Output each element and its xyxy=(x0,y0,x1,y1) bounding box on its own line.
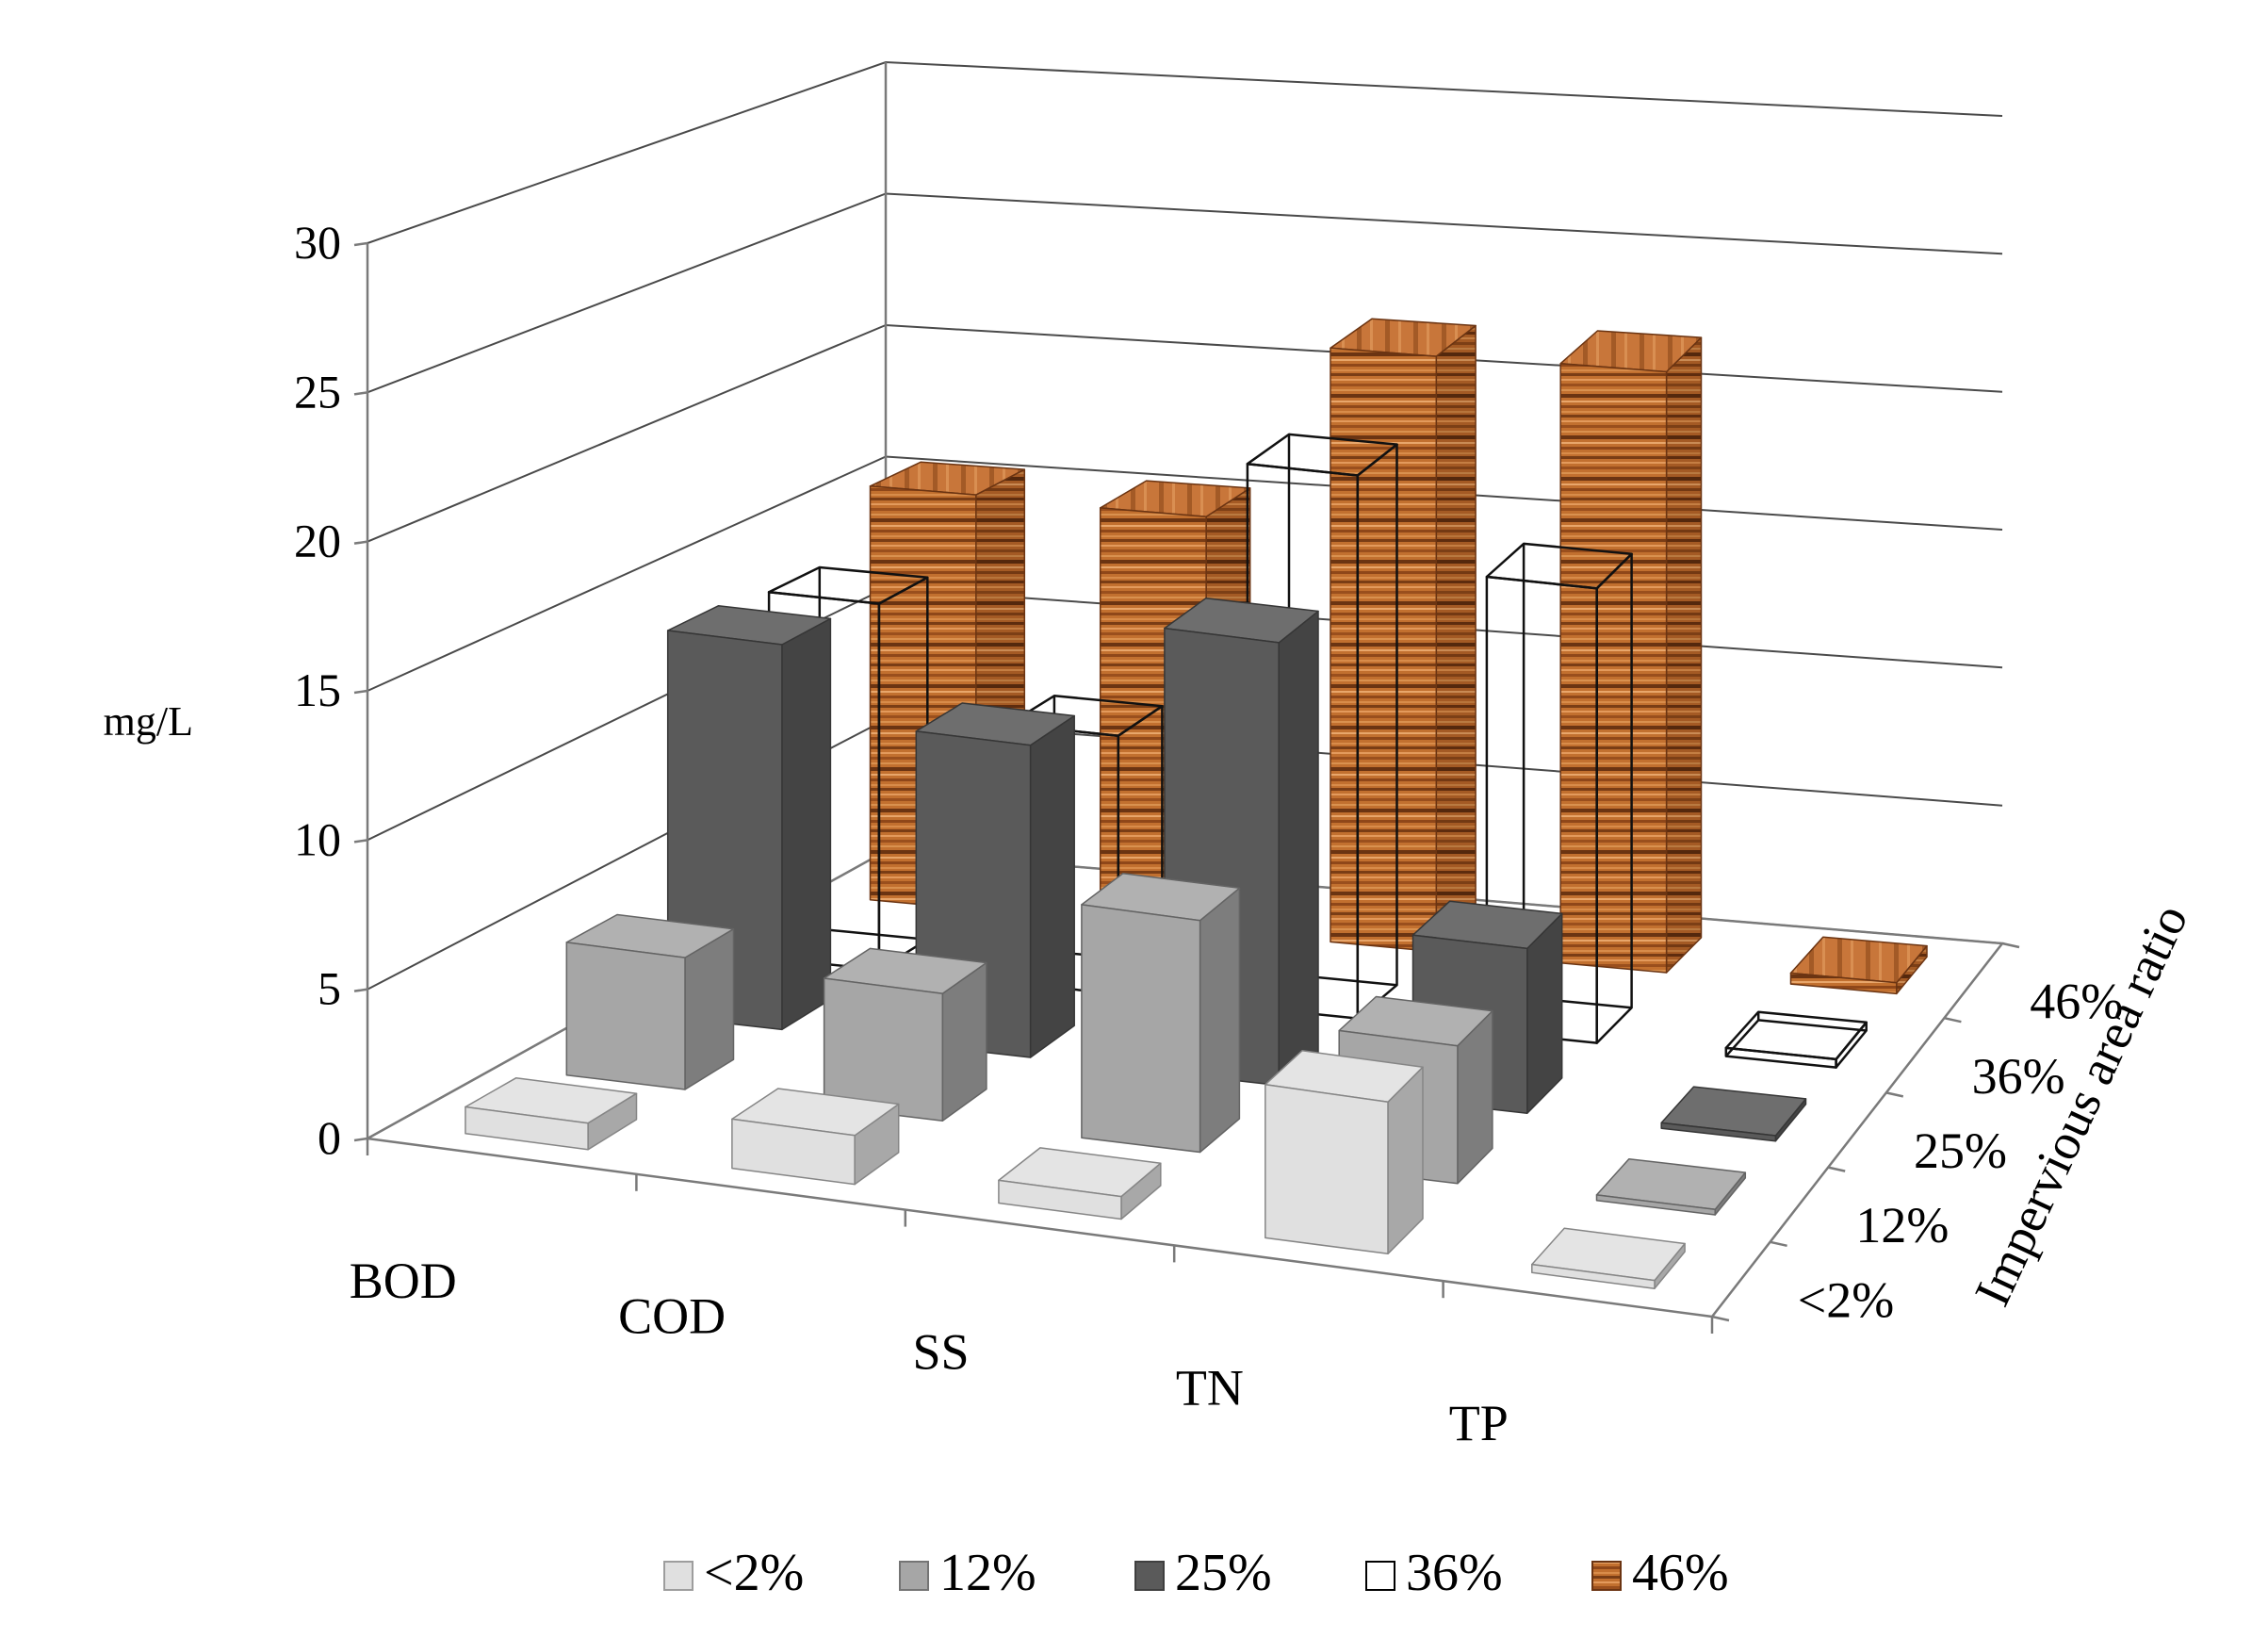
bar-front xyxy=(1660,1122,1777,1142)
bar-side xyxy=(1665,336,1703,974)
gridline xyxy=(367,192,2003,394)
depth-tick xyxy=(1944,1016,1962,1024)
bar-cod-0 xyxy=(731,1088,900,1186)
bar-ss-4 xyxy=(1330,318,1477,953)
y-tick xyxy=(353,1137,368,1142)
bar-front xyxy=(1265,1084,1389,1255)
bar-tp-3 xyxy=(1724,1010,1868,1069)
depth-tick xyxy=(1827,1166,1846,1172)
y-tick xyxy=(353,689,368,695)
y-tick xyxy=(353,839,368,844)
bar-tp-4 xyxy=(1789,936,1928,995)
depth-tick-label: <2% xyxy=(1798,1271,1894,1328)
legend-swatch xyxy=(899,1561,929,1591)
bar-tp-0 xyxy=(1531,1227,1686,1289)
depth-tick-label: 12% xyxy=(1855,1197,1949,1253)
bar-ss-0 xyxy=(998,1147,1162,1220)
legend: <2% 12% 25% 36% 46% xyxy=(663,1544,1729,1602)
depth-tick-label: 46% xyxy=(2030,974,2123,1030)
bar-front xyxy=(998,1179,1122,1220)
depth-tick-label: 36% xyxy=(1972,1048,2065,1105)
bar-side xyxy=(781,617,832,1031)
legend-item: 46% xyxy=(1591,1544,1729,1602)
bar-tp-2 xyxy=(1660,1086,1807,1142)
bar-ss-1 xyxy=(1081,872,1241,1154)
y-tick-label: 0 xyxy=(318,1111,341,1164)
depth-tick xyxy=(1770,1240,1787,1248)
bar-hidden-edge xyxy=(819,927,928,942)
y-tick xyxy=(353,988,368,992)
bars xyxy=(465,318,1928,1289)
y-tick xyxy=(353,241,368,247)
legend-label: 12% xyxy=(939,1544,1036,1602)
depth-axis-label: Impervious area ratio xyxy=(1964,895,2199,1314)
legend-swatch xyxy=(1134,1561,1165,1591)
bar-front xyxy=(1789,972,1898,995)
category-label: SS xyxy=(912,1324,969,1381)
legend-item: <2% xyxy=(663,1544,804,1602)
y-tick-label: 10 xyxy=(294,812,341,865)
bar-front xyxy=(465,1106,589,1151)
depth-tick xyxy=(1711,1315,1730,1322)
y-tick-label: 20 xyxy=(294,515,341,567)
y-tick-label: 15 xyxy=(294,663,341,716)
depth-tick xyxy=(2001,942,2020,949)
legend-item: 25% xyxy=(1134,1544,1272,1602)
depth-tick-label: 25% xyxy=(1914,1122,2007,1179)
bar-cod-1 xyxy=(823,947,987,1122)
bar-front xyxy=(731,1118,856,1186)
bar-side xyxy=(1435,324,1477,953)
bar-tn-4 xyxy=(1559,330,1703,974)
bar-hidden-edge xyxy=(1724,1019,1760,1057)
y-tick-label: 30 xyxy=(294,216,341,269)
bar-front xyxy=(1330,347,1438,953)
depth-tick xyxy=(1885,1091,1904,1098)
legend-swatch xyxy=(1365,1561,1395,1591)
legend-label: 36% xyxy=(1406,1544,1503,1602)
y-tick-label: 5 xyxy=(318,962,341,1015)
gridline xyxy=(367,60,2003,244)
bar-side xyxy=(1199,887,1241,1154)
y-tick-label: 25 xyxy=(294,365,341,418)
y-tick xyxy=(353,540,368,545)
bar-side xyxy=(1278,610,1319,1087)
legend-label: <2% xyxy=(704,1544,804,1602)
legend-swatch xyxy=(1591,1561,1622,1591)
bar-front xyxy=(1724,1046,1837,1069)
legend-item: 36% xyxy=(1365,1544,1503,1602)
bar-tp-1 xyxy=(1595,1157,1747,1216)
legend-label: 25% xyxy=(1175,1544,1272,1602)
bar-front xyxy=(1531,1263,1656,1289)
legend-label: 46% xyxy=(1632,1544,1729,1602)
category-label: BOD xyxy=(350,1253,457,1309)
bar-front xyxy=(565,942,686,1090)
y-axis-label: mg/L xyxy=(104,698,193,745)
bar-front xyxy=(1595,1194,1716,1216)
legend-item: 12% xyxy=(899,1544,1036,1602)
bar-top xyxy=(1724,1010,1868,1061)
bar-side xyxy=(1029,714,1075,1058)
bar-bod-0 xyxy=(465,1077,638,1151)
bar-front xyxy=(1081,904,1201,1154)
bar-hidden-edge xyxy=(1758,1019,1867,1032)
bar-bod-1 xyxy=(565,913,735,1090)
legend-swatch xyxy=(663,1561,693,1591)
bar-tn-0 xyxy=(1265,1050,1424,1255)
category-label: COD xyxy=(618,1288,726,1345)
y-tick xyxy=(353,391,368,396)
category-label: TP xyxy=(1449,1395,1509,1451)
category-label: TN xyxy=(1176,1359,1244,1416)
bar-front xyxy=(1559,362,1668,974)
bar-front xyxy=(823,977,944,1122)
